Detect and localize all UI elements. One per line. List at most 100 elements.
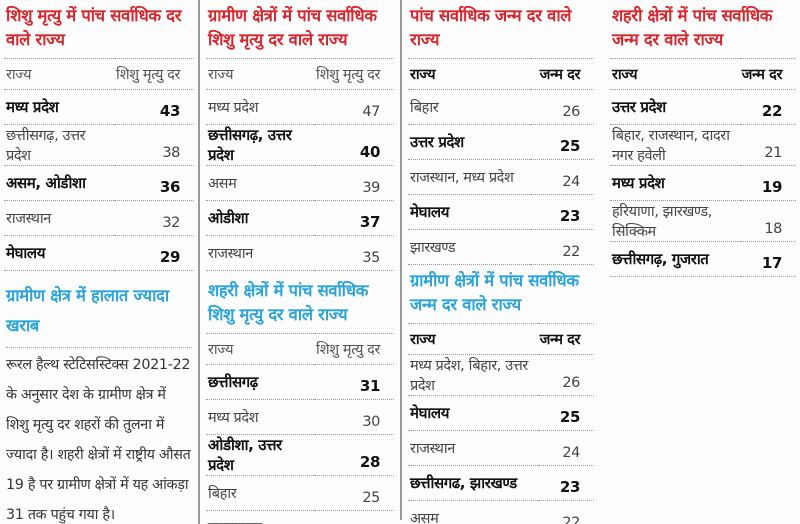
header-state: राज्य xyxy=(206,58,314,90)
table-row: मध्य प्रदेश 43 xyxy=(4,89,194,125)
header-state: राज्य xyxy=(206,333,314,365)
table-title: शहरी क्षेत्रों में पांच सर्वाधिक जन्म दर… xyxy=(612,6,773,49)
table-row: ओडीशा 37 xyxy=(206,200,394,236)
rate-value: 35 xyxy=(313,235,394,271)
rate-value: 38 xyxy=(113,124,194,166)
table-row: मेघालय 25 xyxy=(408,395,594,431)
header-rate: शिशु मृत्यु दर xyxy=(313,333,394,365)
table-row: हरियाणा, झारखण्ड, सिक्किम 18 xyxy=(610,200,796,242)
table-row: मेघालय 29 xyxy=(4,235,194,271)
column-3: पांच सर्वाधिक जन्म दर वाले राज्य राज्य जन… xyxy=(408,0,594,524)
table-row: छत्तीसगढ़, गुजरात 17 xyxy=(610,241,796,277)
rate-value: 22 xyxy=(739,89,796,125)
state-name: ओडीशा xyxy=(206,200,314,236)
rate-value: 29 xyxy=(113,235,194,271)
table-row: बिहार 25 xyxy=(206,475,394,511)
header-state: राज्य xyxy=(408,58,531,90)
column-divider xyxy=(400,0,402,520)
rate-value: 22 xyxy=(537,500,594,524)
table-title: पांच सर्वाधिक जन्म दर वाले राज्य xyxy=(410,6,572,49)
state-name: बिहार xyxy=(206,475,314,511)
note-text: रूरल हैल्थ स्टेटिसस्टिक्स 2021-22 के अनु… xyxy=(6,347,192,524)
header-state: राज्य xyxy=(4,58,114,90)
table-row: ओडीशा, उत्तर प्रदेश 28 xyxy=(206,434,394,476)
state-name: छत्तीसगढ, झारखण्ड xyxy=(408,465,538,501)
rate-value: 28 xyxy=(313,434,394,476)
rate-value: 43 xyxy=(113,89,194,125)
header-rate: जन्म दर xyxy=(739,58,796,90)
column-2: ग्रामीण क्षेत्रों में पांच सर्वाधिक शिशु… xyxy=(206,0,394,524)
rate-value: 26 xyxy=(537,354,594,396)
rate-value: 22 xyxy=(530,229,594,265)
table-row: असम 39 xyxy=(206,165,394,201)
table-title: शहरी क्षेत्रों में पांच सर्वाधिक शिशु मृ… xyxy=(208,281,369,324)
infant-mortality-table: राज्य शिशु मृत्यु दर मध्य प्रदेश 43 छत्तीसगढ… xyxy=(4,58,194,271)
rate-value: 36 xyxy=(113,165,194,201)
rate-value: 39 xyxy=(313,165,394,201)
state-name: मध्य प्रदेश xyxy=(4,89,114,125)
state-name: मध्य प्रदेश, बिहार, उत्तर प्रदेश xyxy=(408,354,538,396)
table-title: ग्रामीण क्षेत्रों में पांच सर्वाधिक शिशु… xyxy=(208,6,377,49)
rate-value: 31 xyxy=(313,364,394,400)
header-rate: शिशु मृत्यु दर xyxy=(313,58,394,90)
state-name: ओडीशा, उत्तर प्रदेश xyxy=(206,434,314,476)
state-name: छत्तीसगढ़, गुजरात xyxy=(610,241,740,277)
state-name: मध्य प्रदेश xyxy=(610,165,740,201)
rate-value: 19 xyxy=(739,165,796,201)
header-rate: शिशु मृत्यु दर xyxy=(113,58,194,90)
rate-value: 24 xyxy=(537,430,594,466)
rate-value: 17 xyxy=(739,241,796,277)
state-name: मध्य प्रदेश xyxy=(206,399,314,435)
state-name: मध्य प्रदेश xyxy=(206,89,314,125)
table-header-row: राज्य शिशु मृत्यु दर xyxy=(206,333,394,365)
table-row: छत्तीसगढ़, उत्तर प्रदेश 38 xyxy=(4,124,194,166)
column-divider xyxy=(198,0,200,524)
rate-value: 23 xyxy=(530,194,594,230)
header-rate: जन्म दर xyxy=(537,323,594,355)
rate-value: 30 xyxy=(313,399,394,435)
state-name: असम, ओडीशा xyxy=(4,165,114,201)
state-name: मेघालय xyxy=(4,235,114,271)
state-name: छत्तीसगढ़, उत्तर प्रदेश xyxy=(206,124,314,166)
table-header-row: राज्य जन्म दर xyxy=(610,58,796,90)
table-row: उत्तराखण्ड24 xyxy=(206,510,394,524)
rate-value: 24 xyxy=(313,510,394,524)
table-row: बिहार, राजस्थान, दादरा नगर हवेली 21 xyxy=(610,124,796,166)
state-name: असम xyxy=(206,165,314,201)
state-name: राजस्थान xyxy=(4,200,114,236)
table-row: छत्तीसगढ़, उत्तर प्रदेश 40 xyxy=(206,124,394,166)
table-row: उत्तर प्रदेश 25 xyxy=(408,124,594,160)
rate-value: 25 xyxy=(313,475,394,511)
note-title: ग्रामीण क्षेत्र में हालात ज्यादा खराब xyxy=(6,286,169,335)
rate-value: 47 xyxy=(313,89,394,125)
rate-value: 18 xyxy=(739,200,796,242)
table-row: झारखण्ड 22 xyxy=(408,229,594,265)
header-rate: जन्म दर xyxy=(530,58,594,90)
state-name: असम xyxy=(408,500,538,524)
rate-value: 26 xyxy=(530,89,594,125)
table-row: राजस्थान 32 xyxy=(4,200,194,236)
rural-infant-mortality-table: राज्य शिशु मृत्यु दर मध्य प्रदेश 47 छत्तीसगढ… xyxy=(206,58,394,271)
rate-value: 25 xyxy=(530,124,594,160)
state-name: उत्तराखण्ड xyxy=(206,510,314,524)
rate-value: 24 xyxy=(530,159,594,195)
state-name: राजस्थान xyxy=(206,235,314,271)
table-header-row: राज्य जन्म दर xyxy=(408,58,594,90)
table-row: राजस्थान 35 xyxy=(206,235,394,271)
birth-rate-table: राज्य जन्म दर बिहार 26 उत्तर प्रदेश 25 राजस्था… xyxy=(408,58,594,265)
rate-value: 23 xyxy=(537,465,594,501)
table-row: मध्य प्रदेश 19 xyxy=(610,165,796,201)
column-1: शिशु मृत्यु में पांच सर्वाधिक दर वाले रा… xyxy=(4,0,194,524)
state-name: छत्तीसगढ़ xyxy=(206,364,314,400)
table-row: छत्तीसगढ, झारखण्ड 23 xyxy=(408,465,594,501)
table-row: उत्तर प्रदेश 22 xyxy=(610,89,796,125)
table-row: असम, ओडीशा 36 xyxy=(4,165,194,201)
rate-value: 25 xyxy=(537,395,594,431)
state-name: राजस्थान xyxy=(408,430,538,466)
rate-value: 32 xyxy=(113,200,194,236)
rate-value: 21 xyxy=(739,124,796,166)
table-row: असम 22 xyxy=(408,500,594,524)
state-name: हरियाणा, झारखण्ड, सिक्किम xyxy=(610,200,740,242)
table-row: छत्तीसगढ़ 31 xyxy=(206,364,394,400)
